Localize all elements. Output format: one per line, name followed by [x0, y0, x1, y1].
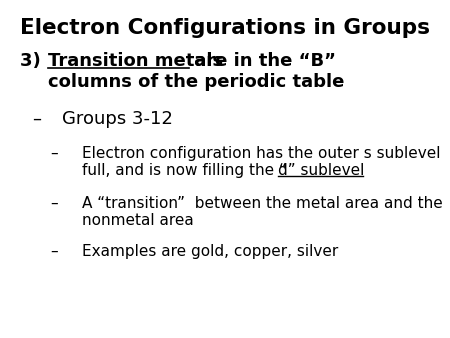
Text: Electron configuration has the outer s sublevel: Electron configuration has the outer s s… — [82, 146, 441, 161]
Text: columns of the periodic table: columns of the periodic table — [48, 73, 344, 91]
Text: Examples are gold, copper, silver: Examples are gold, copper, silver — [82, 244, 338, 259]
Text: full, and is now filling the “: full, and is now filling the “ — [82, 163, 287, 178]
Text: are in the “B”: are in the “B” — [188, 52, 336, 70]
Text: Transition metals: Transition metals — [48, 52, 223, 70]
Text: nonmetal area: nonmetal area — [82, 213, 194, 228]
Text: –: – — [50, 244, 58, 259]
Text: A “transition”  between the metal area and the: A “transition” between the metal area an… — [82, 196, 443, 211]
Text: d” sublevel: d” sublevel — [278, 163, 365, 178]
Text: Groups 3-12: Groups 3-12 — [62, 110, 173, 128]
Text: –: – — [50, 196, 58, 211]
Text: –: – — [50, 146, 58, 161]
Text: –: – — [32, 110, 41, 128]
Text: 3): 3) — [20, 52, 53, 70]
Text: Electron Configurations in Groups: Electron Configurations in Groups — [20, 18, 430, 38]
